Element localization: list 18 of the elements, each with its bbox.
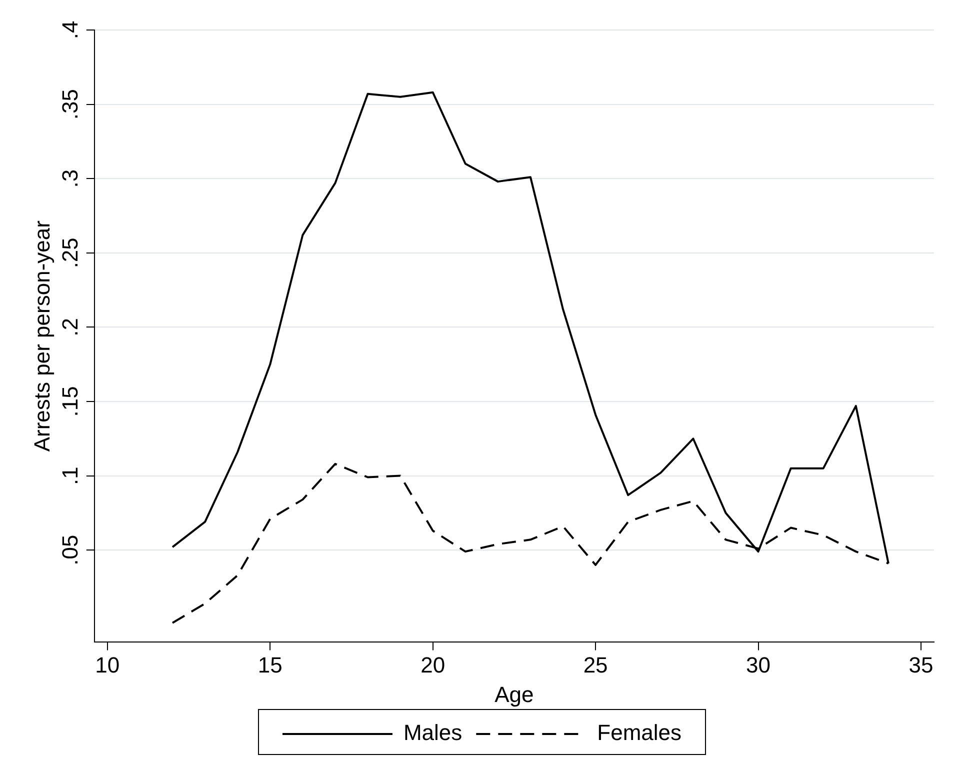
y-tick-label: .05 bbox=[57, 534, 82, 566]
x-tick-label: 35 bbox=[908, 652, 934, 678]
y-tick-label: .1 bbox=[57, 466, 82, 485]
legend-label: Females bbox=[597, 720, 682, 746]
x-tick-label: 15 bbox=[258, 652, 282, 678]
y-axis-title: Arrests per person-year bbox=[29, 220, 54, 452]
y-tick-label: .25 bbox=[57, 238, 82, 268]
y-tick-label: .35 bbox=[57, 89, 82, 120]
y-tick-label: .3 bbox=[57, 169, 82, 188]
y-tick-label: .2 bbox=[57, 318, 82, 336]
x-tick-label: 30 bbox=[746, 652, 771, 678]
x-tick-label: 10 bbox=[95, 652, 120, 678]
x-tick-label: 25 bbox=[583, 652, 608, 678]
x-axis-title: Age bbox=[494, 682, 534, 707]
y-tick-label: .15 bbox=[57, 386, 82, 417]
y-tick-label: .4 bbox=[57, 20, 82, 40]
legend-label: Males bbox=[403, 720, 462, 746]
x-tick-label: 20 bbox=[420, 652, 446, 678]
